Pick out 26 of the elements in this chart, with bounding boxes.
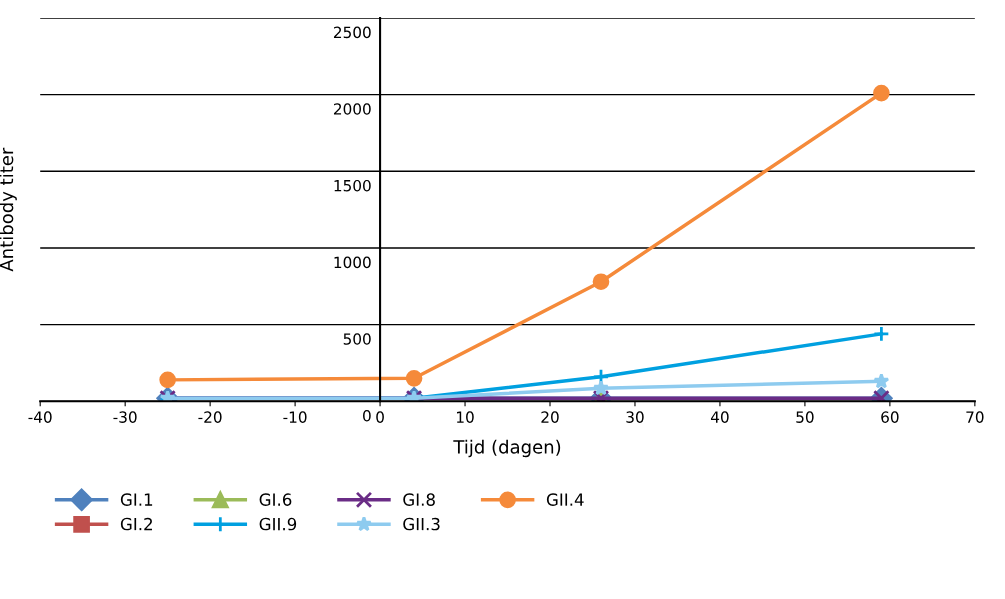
x-tick-label: 60 <box>881 411 899 423</box>
y-tick-label: 500 <box>343 333 371 345</box>
x-tick-label: 70 <box>966 411 984 423</box>
x-tick-label: 40 <box>710 411 729 423</box>
x-tick-label: -30 <box>113 411 137 423</box>
y-tick-label: 2000 <box>333 103 371 115</box>
legend-label: GI.6 <box>259 493 292 506</box>
legend-label: GI.1 <box>120 493 153 506</box>
x-tick-label: -10 <box>283 411 307 423</box>
x-tick-label: 20 <box>541 411 559 423</box>
legend-label: GII.4 <box>546 493 584 506</box>
x-axis-title: Tijd (dagen) <box>453 439 561 458</box>
y-tick-label: 1500 <box>334 179 371 192</box>
x-tick-label: 10 <box>457 411 474 423</box>
y-tick-label: 2500 <box>333 26 371 39</box>
x-tick-label: 0 <box>376 411 384 423</box>
legend-label: GI.8 <box>403 493 435 506</box>
x-tick-label: 50 <box>796 411 814 423</box>
y-tick-label: 1000 <box>334 256 371 269</box>
legend-label: GII.9 <box>259 517 297 531</box>
y-axis-title: Antibody titer <box>0 147 17 272</box>
x-tick-label: 30 <box>626 411 644 423</box>
x-tick-label: -20 <box>198 411 222 423</box>
legend-label: GI.2 <box>120 517 152 531</box>
x-tick-label: -40 <box>28 411 52 423</box>
legend-label: GII.3 <box>403 517 440 531</box>
